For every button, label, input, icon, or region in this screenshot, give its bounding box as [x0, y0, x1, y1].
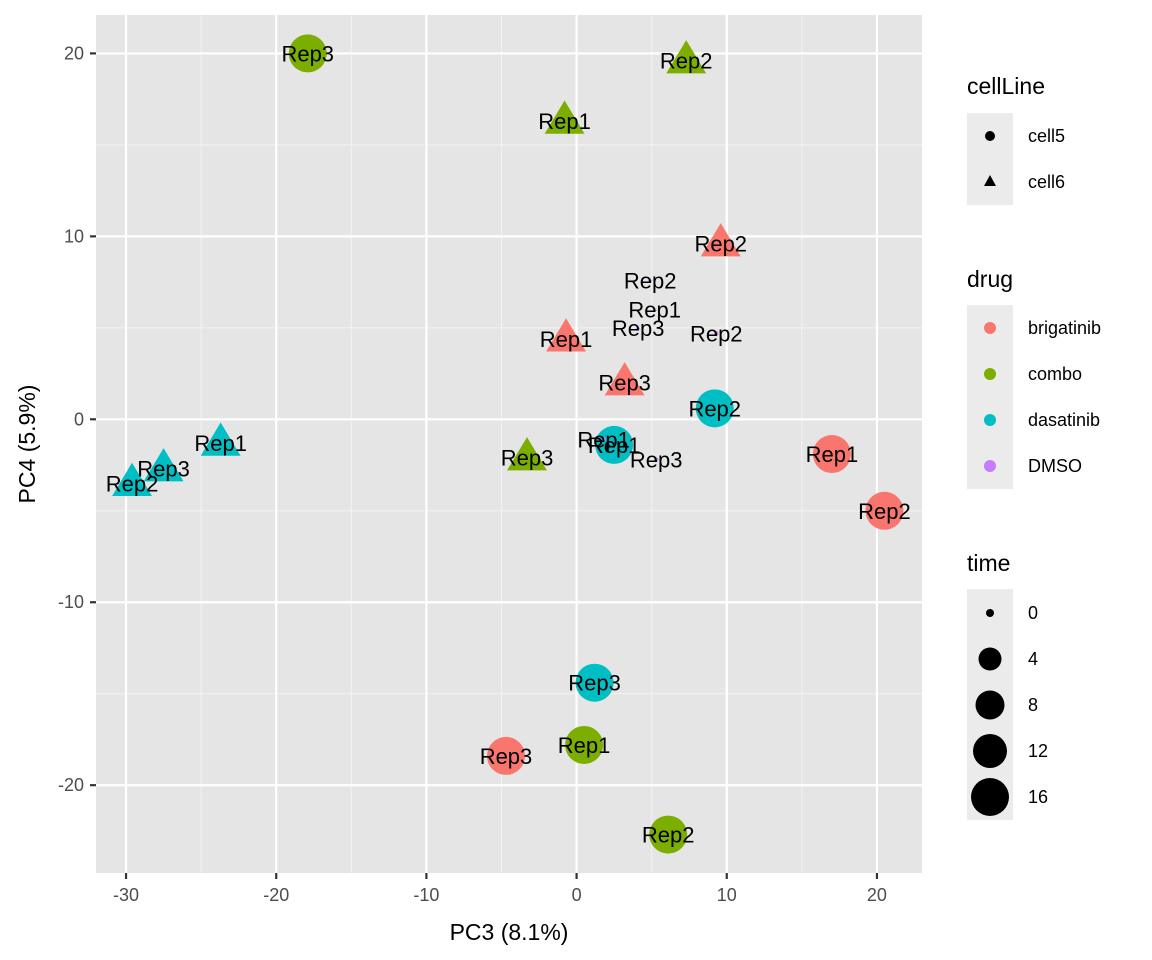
y-tick-label: 0 [74, 409, 84, 429]
legend-cellline-keys-bg [967, 113, 1013, 205]
legend-key-circle-icon [985, 131, 995, 141]
legend-key-time-16-icon [971, 778, 1009, 816]
point-label: Rep3 [568, 671, 621, 696]
point-label: Rep2 [694, 232, 747, 257]
data-point-circle [865, 491, 904, 530]
legend-key-dmso-icon [984, 460, 996, 472]
point-label: Rep2 [106, 471, 159, 496]
legend-time-label: 8 [1028, 695, 1038, 715]
x-tick-label: 10 [717, 885, 737, 905]
data-point-circle [565, 725, 604, 764]
point-label: Rep2 [858, 499, 911, 524]
legend-time-label: 4 [1028, 649, 1038, 669]
data-point-triangle [200, 422, 241, 456]
legend-drug-keys-bg [967, 305, 1013, 489]
legend-key-time-0-icon [986, 609, 994, 617]
point-label: Rep3 [612, 316, 665, 341]
legend-cellline-label: cell6 [1028, 172, 1065, 192]
data-point-triangle [666, 40, 707, 74]
x-axis: -30 -20 -10 0 10 20 [113, 873, 887, 905]
data-point-circle [575, 663, 614, 702]
point-label: Rep2 [642, 823, 695, 848]
data-point-triangle [546, 318, 587, 352]
point-label: Rep3 [480, 744, 533, 769]
x-tick-label: -10 [413, 885, 439, 905]
major-gridlines [96, 15, 922, 873]
point-label: Rep1 [628, 298, 681, 323]
point-label: Rep1 [538, 109, 591, 134]
data-point-circle [695, 389, 734, 428]
point-label: Rep2 [660, 49, 713, 74]
data-point-triangle [112, 462, 152, 496]
data-points [112, 34, 904, 854]
point-label: Rep3 [630, 448, 683, 473]
data-point-triangle [700, 223, 741, 257]
legend-key-time-12-icon [973, 734, 1007, 768]
data-point-circle [714, 331, 719, 336]
y-tick-label: -20 [58, 775, 84, 795]
data-point-circle [595, 425, 634, 464]
plot-panel [96, 15, 922, 873]
legend-drug-label: combo [1028, 364, 1082, 384]
x-tick-label: 0 [572, 885, 582, 905]
legend-cellline: cellLine cell5 cell6 [967, 73, 1065, 205]
y-tick-label: -10 [58, 592, 84, 612]
point-label: Rep1 [540, 327, 593, 352]
point-label: Rep1 [806, 442, 859, 467]
y-axis-title: PC4 (5.9%) [14, 385, 40, 504]
point-label: Rep2 [624, 268, 677, 293]
legend-time-title: time [967, 550, 1010, 576]
data-point-circle [601, 437, 606, 442]
legend-key-combo-icon [984, 368, 996, 380]
x-tick-label: -20 [263, 885, 289, 905]
legend-cellline-title: cellLine [967, 73, 1045, 99]
data-point-circle [486, 736, 525, 775]
legend-key-triangle-icon [984, 175, 996, 186]
point-label: Rep2 [688, 396, 741, 421]
data-point-circle [649, 815, 688, 854]
legend-key-brigatinib-icon [984, 322, 996, 334]
data-point-circle [653, 457, 659, 462]
legend-drug-label: dasatinib [1028, 410, 1100, 430]
point-label: Rep1 [558, 733, 611, 758]
point-label: Rep1 [577, 427, 630, 452]
data-point-circle [288, 34, 327, 73]
legend-key-dasatinib-icon [984, 414, 996, 426]
legend-drug: drug brigatinib combo dasatinib DMSO [967, 266, 1101, 489]
point-label: Rep3 [501, 446, 554, 471]
legend-time-label: 12 [1028, 741, 1048, 761]
x-axis-title: PC3 (8.1%) [450, 919, 569, 945]
data-point-triangle [507, 437, 547, 471]
y-axis: -20 -10 0 10 20 [58, 43, 96, 795]
legend-time: time 0 4 8 12 16 [967, 550, 1048, 820]
point-label: Rep3 [281, 41, 334, 66]
point-label: Rep3 [598, 371, 651, 396]
point-label: Rep1 [194, 431, 247, 456]
y-tick-label: 20 [64, 43, 84, 63]
legend-drug-label: brigatinib [1028, 318, 1101, 338]
data-point-triangle [604, 362, 645, 396]
minor-gridlines [96, 15, 922, 873]
legend-drug-title: drug [967, 266, 1013, 292]
data-point-triangle [647, 277, 653, 282]
legend-time-label: 0 [1028, 603, 1038, 623]
legend-time-label: 16 [1028, 787, 1048, 807]
data-point-circle [812, 435, 851, 474]
y-tick-label: 10 [64, 226, 84, 246]
data-point-triangle [652, 307, 657, 312]
point-label: Rep2 [690, 321, 743, 346]
x-tick-label: 20 [867, 885, 887, 905]
legend-key-time-8-icon [975, 690, 1005, 720]
data-point-triangle [143, 448, 184, 482]
legend-drug-label: DMSO [1028, 456, 1082, 476]
legend-cellline-label: cell5 [1028, 126, 1065, 146]
point-label: Rep3 [137, 457, 190, 482]
x-tick-label: -30 [113, 885, 139, 905]
legend-key-time-4-icon [978, 647, 1002, 671]
data-point-triangle [544, 100, 585, 134]
data-point-triangle [635, 325, 641, 330]
point-label: Rep1 [588, 433, 641, 458]
